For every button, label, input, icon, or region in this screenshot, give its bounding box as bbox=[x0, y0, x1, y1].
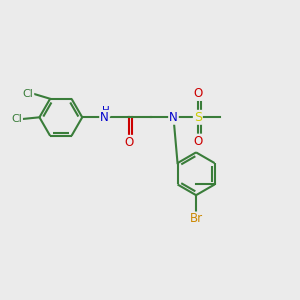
Text: O: O bbox=[193, 135, 203, 148]
Text: Cl: Cl bbox=[11, 114, 22, 124]
Text: N: N bbox=[169, 111, 178, 124]
Text: Cl: Cl bbox=[22, 89, 33, 99]
Text: N: N bbox=[100, 111, 109, 124]
Text: H: H bbox=[102, 106, 110, 116]
Text: S: S bbox=[194, 111, 202, 124]
Text: O: O bbox=[124, 136, 134, 149]
Text: Br: Br bbox=[190, 212, 202, 226]
Text: O: O bbox=[193, 87, 203, 100]
